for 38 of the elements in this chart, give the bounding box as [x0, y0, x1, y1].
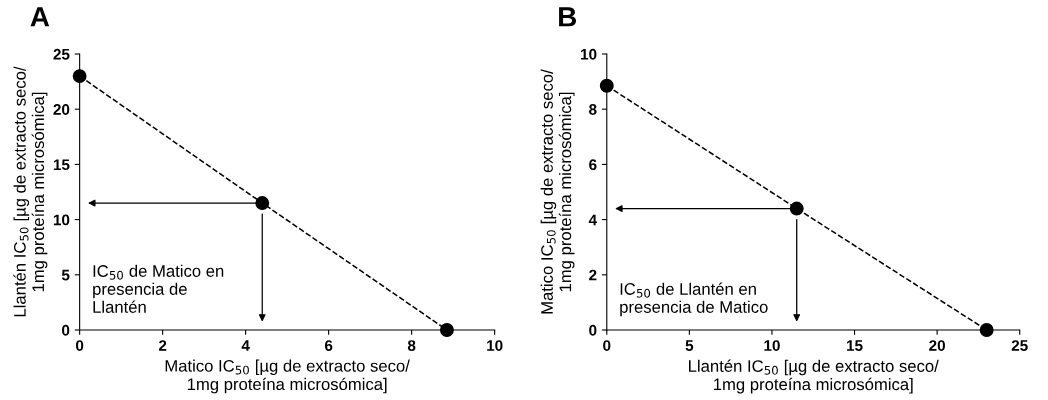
y-tick-label: 10: [581, 48, 597, 60]
point: [979, 323, 994, 337]
point: [72, 69, 87, 84]
point: [599, 78, 614, 93]
x-tick-label: 15: [847, 340, 863, 351]
x-tick-label: 25: [1011, 340, 1028, 351]
x-tick-label: 0: [76, 340, 84, 351]
y-axis-title: Matico IC$_{50}$ [µg de extracto seco/ 1mg proteína microsómica]: [540, 69, 575, 314]
x-axis-title: Llantén IC$_{50}$ [µg de extracto seco/ 1mg proteína microsómica]: [689, 359, 939, 394]
annotation: IC$_{50}$ de Llantén en presencia de Matico: [620, 282, 768, 317]
x-tick-label: 6: [324, 340, 333, 351]
y-tick-label: 2: [589, 269, 597, 281]
y-tick-label: 25: [53, 48, 70, 60]
x-tick-label: 10: [487, 340, 503, 351]
y-tick-label: 15: [53, 159, 70, 171]
x-tick-label: 10: [764, 340, 780, 351]
y-axis-title: Llantén IC$_{50}$ [µg de extracto seco/ 1mg proteína microsómica]: [13, 66, 48, 317]
y-tick-label: 10: [53, 214, 70, 226]
chart-title: A: [30, 7, 50, 27]
point: [255, 196, 270, 210]
y-tick-label: 0: [62, 324, 70, 336]
x-tick-label: 0: [603, 340, 611, 351]
y-tick-label: 0: [589, 324, 597, 336]
point: [789, 201, 804, 216]
x-tick-label: 2: [158, 340, 167, 351]
y-tick-label: 5: [61, 269, 70, 281]
x-tick-label: 8: [407, 340, 416, 351]
y-tick-label: 20: [53, 104, 70, 115]
annotation: IC$_{50}$ de Matico en presencia de Llantén: [93, 264, 224, 313]
chart-title: B: [559, 7, 577, 27]
y-tick-label: 6: [589, 159, 597, 171]
point: [439, 323, 454, 337]
y-tick-label: 8: [589, 104, 597, 115]
x-tick-label: 20: [929, 340, 945, 351]
y-tick-label: 4: [588, 214, 597, 226]
x-axis-title: Matico IC$_{50}$ [µg de extracto seco/ 1mg proteína microsómica]: [165, 359, 410, 394]
x-tick-label: 4: [241, 340, 250, 351]
x-tick-label: 5: [685, 340, 694, 351]
